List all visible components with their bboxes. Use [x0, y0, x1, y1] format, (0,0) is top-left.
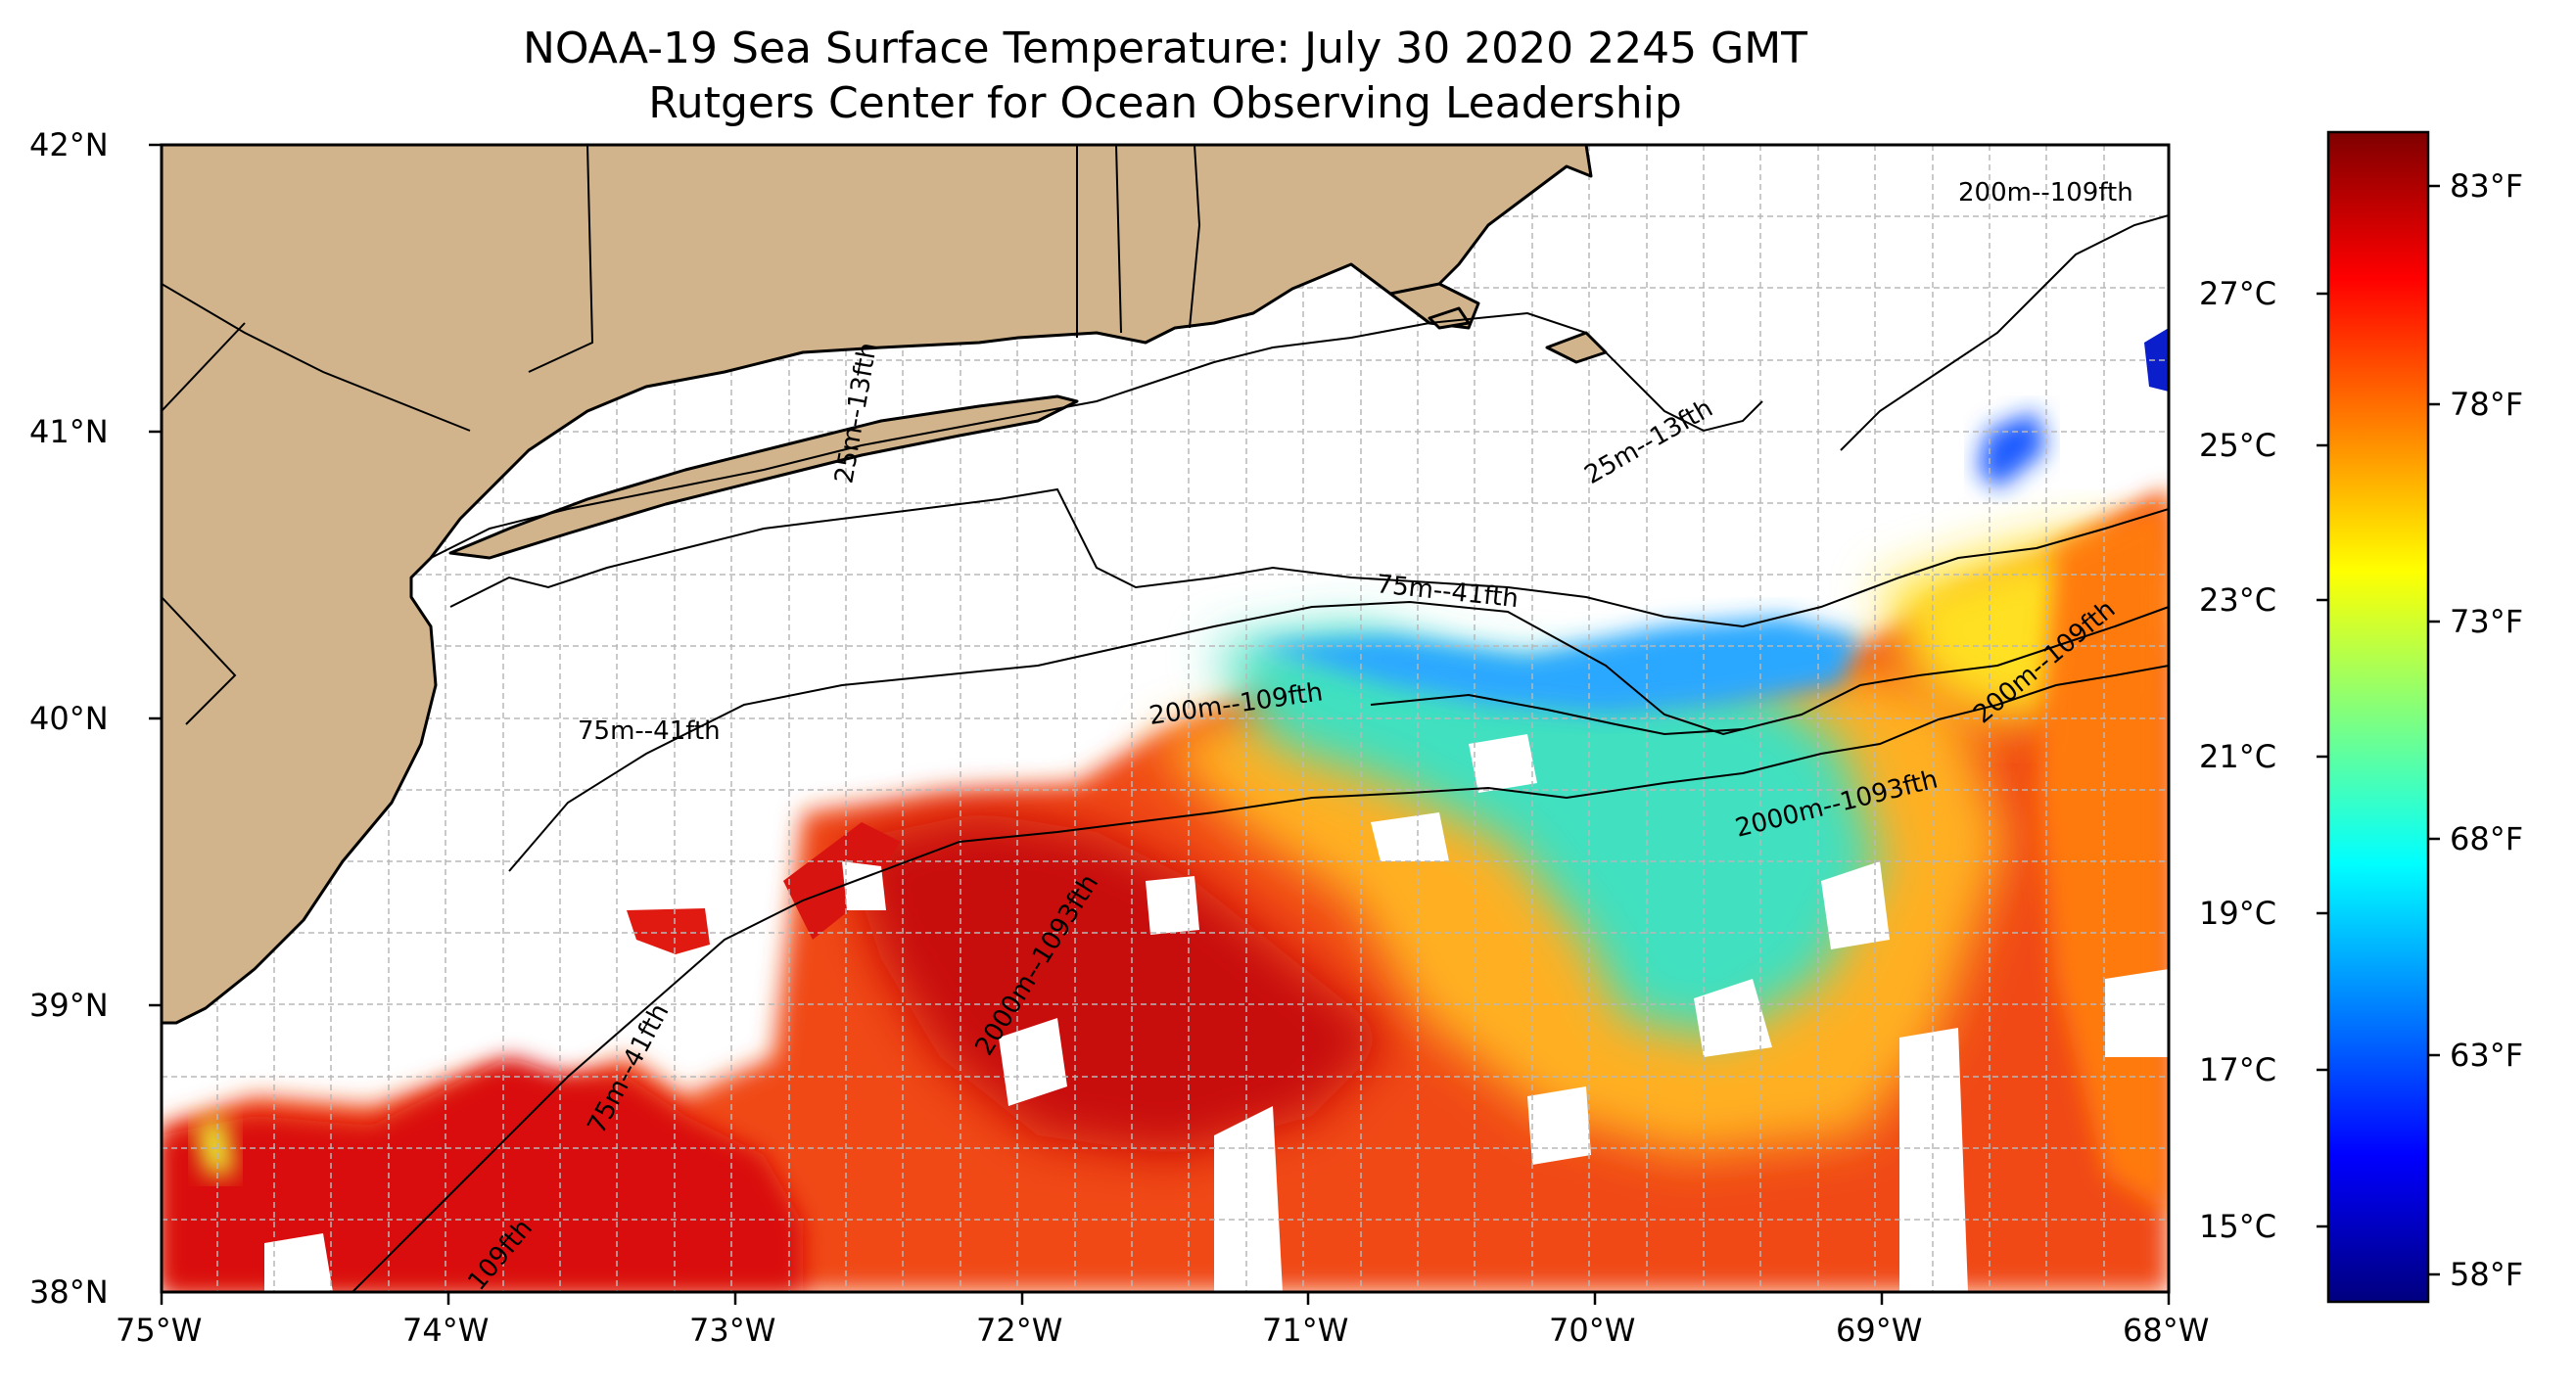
sst-cloud-gap-9 — [1821, 861, 1890, 949]
sst-cloud-gap-5 — [1469, 734, 1537, 793]
y-tick-label: 39°N — [29, 987, 109, 1024]
border-ma-ri — [1115, 145, 1122, 334]
sst-blue-patch-1 — [1978, 411, 2046, 489]
cb-celsius-label: 27°C — [2199, 275, 2277, 312]
cb-fahrenheit-label: 58°F — [2450, 1256, 2524, 1293]
contour-label: 200m--109fth — [1958, 178, 2133, 208]
x-tick-label: 74°W — [402, 1312, 490, 1349]
border-ny-ct — [528, 145, 594, 373]
sst-cloud-gap-11 — [2105, 969, 2169, 1057]
y-tick-label: 40°N — [29, 700, 109, 737]
chart-title: NOAA-19 Sea Surface Temperature: July 30… — [162, 22, 2169, 131]
axis-ticks — [149, 143, 2171, 1305]
x-tick-label: 73°W — [689, 1312, 776, 1349]
cb-fahrenheit-label: 63°F — [2450, 1037, 2524, 1074]
border-nj-pa — [162, 322, 246, 412]
cb-celsius-label: 25°C — [2199, 427, 2277, 464]
land-long-island — [448, 394, 1079, 560]
contour-200m-offshore — [1370, 693, 1744, 736]
cb-celsius-label: 23°C — [2199, 581, 2277, 619]
colorbar-gradient-bar — [2326, 130, 2430, 1304]
colorbar — [2317, 130, 2440, 1304]
cb-fahrenheit-label: 73°F — [2450, 603, 2524, 640]
land-mainland — [162, 145, 1593, 1025]
cb-fahrenheit-label: 68°F — [2450, 820, 2524, 857]
sst-cloud-gap-1 — [842, 861, 886, 910]
cb-fahrenheit-label: 78°F — [2450, 386, 2524, 423]
cb-fahrenheit-label: 83°F — [2450, 167, 2524, 205]
sst-cloud-gap-12 — [264, 1233, 333, 1292]
title-line-2: Rutgers Center for Ocean Observing Leade… — [648, 78, 1682, 128]
x-tick-label: 71°W — [1262, 1312, 1349, 1349]
border-de-md — [162, 596, 237, 725]
colorbar-ticks — [2317, 184, 2440, 1276]
sst-red-west — [162, 1057, 803, 1292]
cb-celsius-label: 15°C — [2199, 1208, 2277, 1245]
sst-cloud-gap-2 — [1146, 876, 1199, 935]
cb-celsius-label: 19°C — [2199, 895, 2277, 932]
land — [162, 145, 1608, 1025]
sst-cool-band — [1214, 626, 1880, 1038]
sst-cloud-gap-8 — [1899, 1028, 1968, 1292]
bathymetry-contours — [351, 214, 2169, 1292]
x-tick-label: 68°W — [2123, 1312, 2210, 1349]
y-tick-label: 38°N — [29, 1273, 109, 1311]
sst-cloud-gap-4 — [1214, 1106, 1283, 1292]
title-line-1: NOAA-19 Sea Surface Temperature: July 30… — [522, 23, 1808, 73]
cb-celsius-label: 21°C — [2199, 738, 2277, 775]
x-tick-label: 75°W — [116, 1312, 203, 1349]
contour-200m — [508, 600, 2169, 872]
contour-2000m — [351, 665, 2169, 1292]
state-borders — [162, 145, 1201, 725]
sst-yellow-sw — [196, 1116, 235, 1175]
y-tick-label: 41°N — [29, 413, 109, 450]
x-tick-label: 69°W — [1836, 1312, 1923, 1349]
border-ny-pa — [162, 283, 471, 432]
sst-cloud-gap-3 — [999, 1018, 1067, 1106]
x-tick-label: 72°W — [976, 1312, 1063, 1349]
contour-25m — [430, 311, 1763, 559]
contour-ne-shelf — [1840, 214, 2169, 451]
sst-cloud-gap-10 — [1527, 1086, 1591, 1165]
border-ri-ma — [1189, 145, 1201, 329]
contour-label: 75m--41fth — [578, 716, 721, 746]
sst-cloud-gap-6 — [1371, 812, 1449, 861]
sst-blue-patch-2 — [2144, 328, 2169, 392]
sst-field — [162, 328, 2169, 1292]
contour-75m — [449, 487, 2169, 628]
cb-celsius-label: 17°C — [2199, 1051, 2277, 1088]
sst-red-core — [842, 812, 1390, 1155]
x-tick-label: 70°W — [1549, 1312, 1636, 1349]
sst-red-canyon — [783, 822, 901, 940]
sst-red-shelf-patch — [627, 908, 710, 954]
sst-cold-filament — [1253, 617, 1860, 715]
sst-cloud-gap-7 — [1694, 979, 1772, 1057]
y-tick-label: 42°N — [29, 126, 109, 163]
